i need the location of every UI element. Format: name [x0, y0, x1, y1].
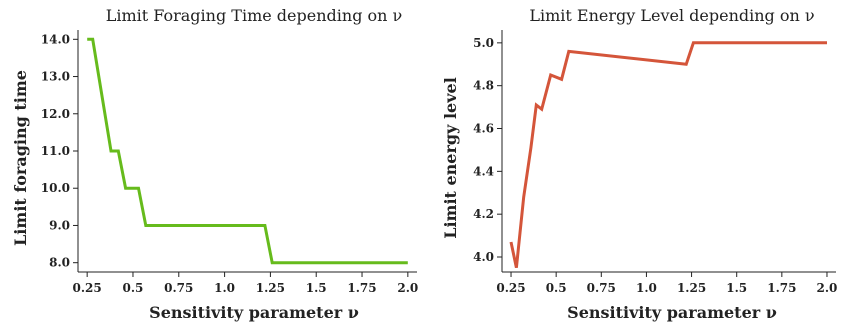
- plot-area: 0.25 0.5 0.75 1.0 1.25 1.5 1.75 2.0 4.0 4.2 4.4 4.6…: [473, 30, 837, 295]
- x-tick-label: 1.0: [636, 281, 657, 295]
- x-tick-label: 2.0: [817, 281, 838, 295]
- x-tick-label: 1.5: [306, 281, 327, 295]
- x-tick-label: 0.25: [73, 281, 102, 295]
- y-tick-label: 11.0: [41, 144, 70, 158]
- y-axis-label: Limit energy level: [441, 77, 460, 239]
- x-tick-label: 1.75: [767, 281, 796, 295]
- y-tick-label: 13.0: [41, 70, 70, 84]
- x-axis-label: Sensitivity parameter ν: [149, 303, 359, 322]
- y-tick-label: 4.2: [473, 207, 494, 221]
- plot-area: 0.25 0.5 0.75 1.0 1.25 1.5 1.75 2.0 8.0 9.0 10.0 11…: [41, 30, 418, 295]
- x-tick-label: 0.25: [496, 281, 525, 295]
- y-tick-label: 4.4: [473, 164, 494, 178]
- x-tick-label: 0.5: [123, 281, 144, 295]
- chart-limit-foraging-time: Limit Foraging Time depending on ν Sensi…: [11, 6, 418, 322]
- x-tick-label: 0.75: [587, 281, 616, 295]
- x-tick-label: 1.0: [214, 281, 235, 295]
- x-tick-label: 0.75: [164, 281, 193, 295]
- y-tick-label: 8.0: [49, 256, 70, 270]
- x-tick-label: 1.25: [677, 281, 706, 295]
- chart-title: Limit Energy Level depending on ν: [529, 6, 814, 25]
- y-axis-label: Limit foraging time: [11, 70, 30, 246]
- y-tick-label: 9.0: [49, 218, 70, 232]
- x-tick-label: 0.5: [546, 281, 567, 295]
- y-tick-label: 4.8: [473, 79, 494, 93]
- y-tick-label: 10.0: [41, 181, 70, 195]
- chart-title: Limit Foraging Time depending on ν: [106, 6, 403, 25]
- x-tick-label: 2.0: [397, 281, 418, 295]
- y-tick-label: 5.0: [473, 36, 494, 50]
- series-line: [509, 41, 827, 269]
- y-tick-label: 4.0: [473, 250, 494, 264]
- x-tick-label: 1.75: [347, 281, 376, 295]
- y-tick-label: 12.0: [41, 107, 70, 121]
- x-axis-label: Sensitivity parameter ν: [567, 303, 777, 322]
- chart-limit-energy-level: Limit Energy Level depending on ν Sensit…: [441, 6, 837, 322]
- series-line: [87, 37, 408, 265]
- y-tick-label: 4.6: [473, 122, 494, 136]
- x-tick-label: 1.25: [256, 281, 285, 295]
- x-tick-label: 1.5: [726, 281, 747, 295]
- y-tick-label: 14.0: [41, 32, 70, 46]
